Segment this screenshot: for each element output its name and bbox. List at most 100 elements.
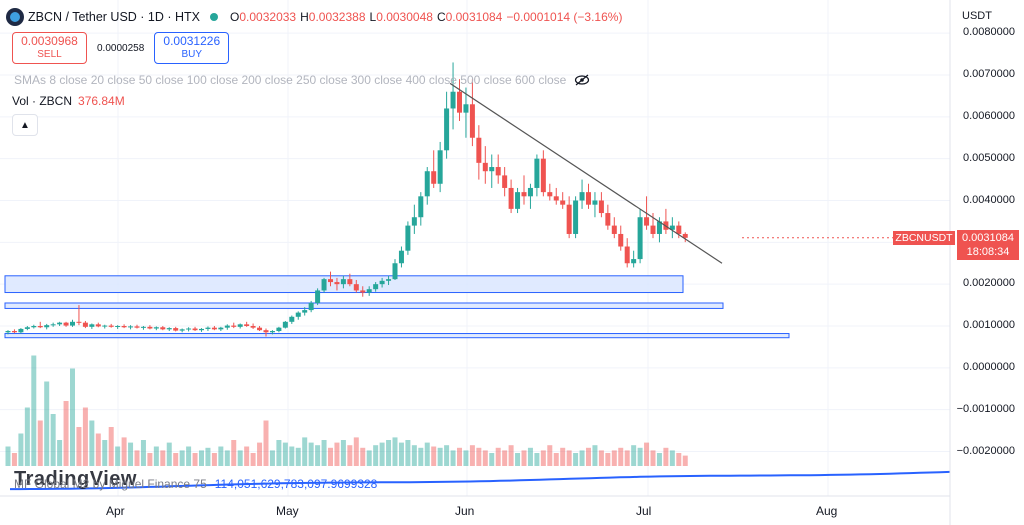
volume-bar xyxy=(566,450,572,466)
volume-bar xyxy=(153,446,159,466)
volume-bar xyxy=(618,447,624,466)
market-status-icon[interactable] xyxy=(210,13,219,21)
candle-body xyxy=(573,200,579,234)
volume-bar xyxy=(199,450,204,466)
ohlc-values: O0.0032033 H0.0032388 L0.0030048 C0.0031… xyxy=(230,10,622,24)
candle-body xyxy=(534,158,540,188)
candle-body xyxy=(379,280,385,285)
buy-price: 0.0031226 xyxy=(163,34,221,48)
candle-body xyxy=(392,263,398,280)
volume-bar xyxy=(289,446,295,466)
candle-body xyxy=(24,327,30,329)
candle-body xyxy=(508,187,514,209)
candle-body xyxy=(237,324,243,327)
candle-body xyxy=(398,250,404,264)
buy-button[interactable]: 0.0031226 BUY xyxy=(154,32,230,64)
volume-bar xyxy=(515,453,521,466)
volume-bar xyxy=(115,446,121,466)
m2-label: MF Global M2 by Miguel Finance 75 xyxy=(14,477,207,491)
candle-body xyxy=(560,200,566,205)
price-tick: 0.0040000 xyxy=(963,193,1015,206)
chevron-up-icon: ▲ xyxy=(20,119,30,131)
candle-body xyxy=(70,321,75,326)
volume-bar xyxy=(57,440,63,466)
volume-bar xyxy=(244,446,250,466)
candle-body xyxy=(334,282,340,285)
currency-label[interactable]: USDT xyxy=(962,10,992,22)
candle-body xyxy=(63,322,69,326)
last-price-tag: 0.0031084 18:08:34 xyxy=(957,230,1019,260)
candle-body xyxy=(437,150,443,184)
candle-body xyxy=(218,327,224,330)
collapse-legend-button[interactable]: ▲ xyxy=(12,114,38,136)
sma-legend[interactable]: SMAs 8 close 20 close 50 close 100 close… xyxy=(14,73,590,87)
m2-line xyxy=(10,470,951,491)
volume-label: Vol · ZBCN xyxy=(12,94,73,108)
volume-bar xyxy=(18,433,24,466)
volume-bar xyxy=(44,381,50,466)
candle-body xyxy=(469,104,475,138)
candle-body xyxy=(95,324,101,327)
volume-bar xyxy=(437,447,443,466)
volume-bar xyxy=(237,450,243,466)
candle-body xyxy=(153,327,159,329)
candle-body xyxy=(540,158,546,193)
candle-body xyxy=(134,326,140,328)
volume-bar xyxy=(560,447,566,466)
volume-bar xyxy=(173,453,179,466)
candle-body xyxy=(269,331,275,333)
price-tick: −0.0010000 xyxy=(956,402,1015,415)
volume-bar xyxy=(605,453,611,466)
volume-bar xyxy=(192,453,198,466)
candle-body xyxy=(115,326,121,327)
volume-bar xyxy=(624,450,630,466)
candle-body xyxy=(102,325,108,327)
sell-price: 0.0030968 xyxy=(21,34,78,48)
m2-legend[interactable]: MF Global M2 by Miguel Finance 75 114,05… xyxy=(14,477,377,491)
candle-body xyxy=(373,284,379,290)
candle-body xyxy=(618,233,624,247)
candle-body xyxy=(37,326,43,328)
volume-bar xyxy=(257,442,263,466)
volume-bar xyxy=(366,450,372,466)
volume-bar xyxy=(63,401,69,466)
candle-body xyxy=(495,167,501,176)
ohlc-key: H xyxy=(300,10,309,24)
candle-body xyxy=(186,328,192,330)
volume-bar xyxy=(211,453,217,466)
symbol-header: ZBCN / Tether USD · 1D · HTX O0.0032033 … xyxy=(6,8,622,26)
sell-button[interactable]: 0.0030968 SELL xyxy=(12,32,87,64)
candle-body xyxy=(579,192,585,201)
candle-body xyxy=(11,331,17,333)
volume-bar xyxy=(11,453,17,466)
candle-body xyxy=(257,327,263,331)
ohlc-change: −0.0001014 (−3.16%) xyxy=(506,10,623,24)
volume-bar xyxy=(527,447,533,466)
month-label: Apr xyxy=(106,504,125,518)
month-label: Jul xyxy=(636,504,652,518)
volume-bar xyxy=(508,445,514,466)
price-tick: −0.0020000 xyxy=(956,444,1015,457)
volume-bar xyxy=(50,414,56,466)
candle-body xyxy=(656,221,662,234)
candle-body xyxy=(515,192,521,209)
volume-bar xyxy=(166,442,172,466)
candle-body xyxy=(250,326,256,328)
volume-legend[interactable]: Vol · ZBCN 376.84M xyxy=(12,94,125,108)
ohlc-key: L xyxy=(369,10,377,24)
volume-bar xyxy=(611,450,617,466)
candle-body xyxy=(211,327,217,330)
volume-bar xyxy=(444,445,450,466)
volume-bar xyxy=(205,447,211,466)
candle-body xyxy=(669,225,675,230)
volume-bar xyxy=(676,453,682,466)
candle-body xyxy=(5,331,11,333)
eye-hidden-icon[interactable] xyxy=(574,74,590,86)
candle-body xyxy=(89,324,95,327)
candle-body xyxy=(592,200,598,205)
candle-body xyxy=(121,326,127,328)
volume-bar xyxy=(418,447,424,466)
symbol-title[interactable]: ZBCN / Tether USD · 1D · HTX xyxy=(28,10,201,24)
